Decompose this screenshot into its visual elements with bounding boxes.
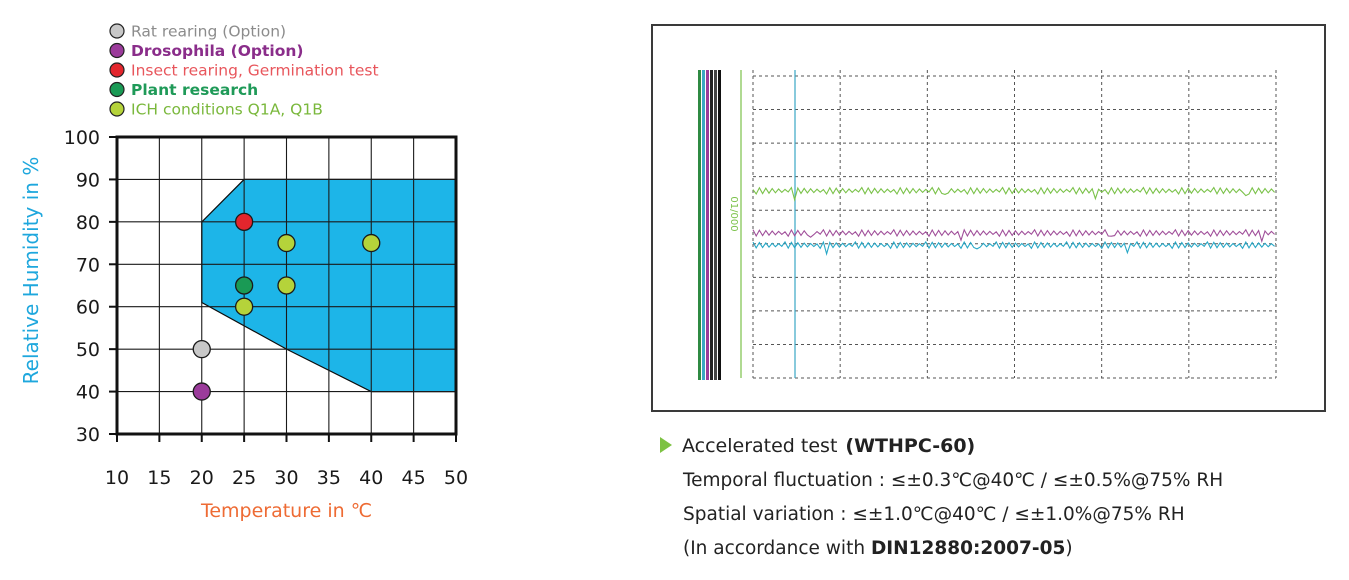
data-points bbox=[192, 212, 381, 401]
legend-swatch bbox=[109, 81, 125, 98]
legend-item: Drosophila (Option) bbox=[109, 42, 304, 60]
recorder-scale-label: 01/000 bbox=[728, 196, 739, 231]
x-tick-label: 35 bbox=[317, 467, 341, 489]
standard-name: DIN12880:2007-05 bbox=[870, 538, 1066, 559]
legend-label: Drosophila (Option) bbox=[131, 42, 304, 60]
recorder-edge-bars bbox=[698, 70, 721, 380]
temporal-fluctuation-text: Temporal fluctuation : ≤±0.3℃@40℃ / ≤±0.… bbox=[683, 470, 1224, 491]
legend-item: Plant research bbox=[109, 81, 258, 99]
recorder-edge-bar bbox=[718, 70, 721, 380]
legend-swatch bbox=[109, 62, 125, 78]
y-tick-label: 70 bbox=[76, 254, 100, 276]
y-tick-label: 90 bbox=[76, 169, 100, 191]
recorder-edge-bar bbox=[706, 70, 709, 380]
standard-note-suffix: ) bbox=[1065, 538, 1073, 559]
caption-title: Accelerated test (WTHPC-60) bbox=[660, 435, 975, 457]
y-axis-title: Relative Humidity in % bbox=[19, 157, 43, 385]
legend-item: Insect rearing, Germination test bbox=[109, 62, 379, 80]
x-tick-label: 10 bbox=[105, 467, 129, 489]
legend-item: ICH conditions Q1A, Q1B bbox=[109, 101, 323, 119]
data-point bbox=[192, 382, 211, 401]
operating-range-chart: Rat rearing (Option)Drosophila (Option) I… bbox=[19, 23, 468, 523]
y-tick-label: 40 bbox=[76, 382, 100, 404]
data-point bbox=[277, 233, 296, 253]
standard-note: (In accordance with DIN12880:2007-05) bbox=[683, 538, 1073, 559]
y-tick-label: 30 bbox=[76, 424, 100, 446]
data-point bbox=[362, 233, 381, 253]
x-tick-label: 25 bbox=[232, 467, 256, 489]
spatial-variation-text: Spatial variation : ≤±1.0℃@40℃ / ≤±1.0%@… bbox=[683, 504, 1185, 525]
recorder-edge-bar bbox=[710, 70, 713, 380]
y-tick-label: 60 bbox=[76, 297, 100, 319]
recorder-traces bbox=[752, 186, 1276, 256]
data-point bbox=[234, 212, 254, 232]
recorder-edge-bar bbox=[714, 70, 717, 380]
legend-label: ICH conditions Q1A, Q1B bbox=[131, 101, 323, 119]
legend-swatch bbox=[109, 42, 125, 59]
y-tick-label: 50 bbox=[76, 339, 100, 361]
data-point bbox=[277, 276, 296, 295]
recorder-trace bbox=[752, 240, 1275, 256]
x-tick-label: 45 bbox=[402, 467, 426, 489]
legend-label: Rat rearing (Option) bbox=[131, 23, 286, 41]
legend-label: Plant research bbox=[131, 81, 258, 99]
recorder-trace bbox=[752, 186, 1276, 202]
x-tick-label: 40 bbox=[359, 467, 383, 489]
recorder-chart-panel: 01/000 bbox=[651, 24, 1326, 412]
y-axis-ticks: 30 40 50 60 70 80 90 100 bbox=[64, 127, 117, 446]
chart-legend: Rat rearing (Option)Drosophila (Option) I… bbox=[109, 23, 379, 119]
recorder-edge-bar bbox=[702, 70, 705, 380]
legend-swatch bbox=[109, 23, 125, 39]
recorder-grid bbox=[740, 70, 1277, 379]
caption-title-text: Accelerated test bbox=[682, 435, 838, 457]
standard-note-prefix: (In accordance with bbox=[683, 538, 871, 559]
y-tick-label: 100 bbox=[64, 127, 100, 149]
model-name: (WTHPC-60) bbox=[845, 435, 976, 457]
recorder-edge-bar bbox=[698, 70, 701, 380]
legend-swatch bbox=[109, 101, 125, 117]
x-tick-label: 30 bbox=[274, 467, 298, 489]
data-point bbox=[234, 276, 254, 295]
y-tick-label: 80 bbox=[76, 212, 100, 234]
recorder-chart: 01/000 bbox=[698, 70, 1277, 380]
x-tick-label: 50 bbox=[444, 467, 468, 489]
x-tick-label: 15 bbox=[147, 467, 171, 489]
play-triangle-icon bbox=[660, 437, 672, 453]
x-axis-ticks: 10 15 20 25 30 35 40 45 50 bbox=[105, 434, 468, 489]
legend-label: Insect rearing, Germination test bbox=[131, 62, 379, 80]
x-axis-title: Temperature in ℃ bbox=[200, 500, 372, 522]
x-tick-label: 20 bbox=[190, 467, 214, 489]
data-point bbox=[234, 297, 254, 316]
recorder-trace bbox=[752, 228, 1275, 244]
data-point bbox=[192, 339, 211, 359]
legend-item: Rat rearing (Option) bbox=[109, 23, 286, 41]
